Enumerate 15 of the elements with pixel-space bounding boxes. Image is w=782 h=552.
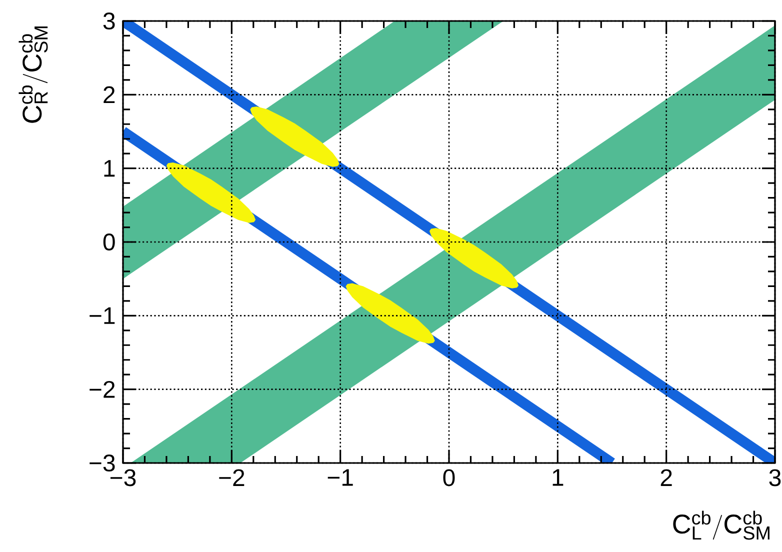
x-tick-label: −1 [328, 469, 353, 486]
x-tick-label: 3 [769, 469, 781, 486]
x-tick-label: −2 [219, 469, 244, 486]
x-tick-label: 0 [443, 469, 455, 486]
y-axis-title: $\mathrm{C^{cb}_{R}/C^{cb}_{SM}}$ [18, 26, 48, 123]
y-tick-label: −3 [90, 454, 115, 472]
y-tick-label: 3 [103, 12, 115, 30]
x-tick-label: 2 [660, 469, 672, 486]
y-tick-label: 2 [104, 86, 115, 104]
y-tick-label: 1 [104, 160, 115, 177]
x-axis-title: $\mathrm{C^{cb}_{L}/C^{cb}_{SM}}$ [673, 510, 770, 540]
y-tick-label: −1 [90, 307, 115, 324]
y-tick-label: −2 [90, 380, 115, 398]
x-tick-label: 1 [552, 469, 564, 486]
y-tick-label: 0 [103, 233, 115, 250]
